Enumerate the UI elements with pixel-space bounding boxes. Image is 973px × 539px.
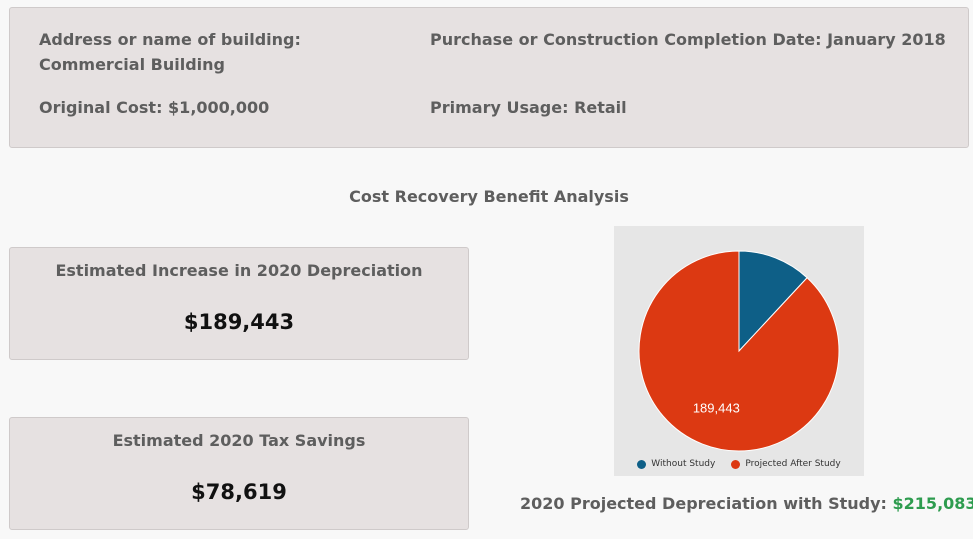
depreciation-pie-chart: 189,443 Without Study Projected After Stu…	[614, 226, 864, 476]
purchase-date-field: Purchase or Construction Completion Date…	[430, 27, 946, 52]
legend-item-projected-after-study[interactable]: Projected After Study	[731, 459, 841, 469]
pie-slice-projected-after-study[interactable]	[638, 250, 840, 452]
purchase-date-value: January 2018	[827, 30, 946, 49]
legend-label: Projected After Study	[745, 459, 841, 469]
projected-depreciation-label: 2020 Projected Depreciation with Study:	[520, 494, 887, 513]
purchase-date-label: Purchase or Construction Completion Date…	[430, 30, 822, 49]
depreciation-increase-card: Estimated Increase in 2020 Depreciation …	[9, 247, 469, 360]
address-label: Address or name of building:	[39, 30, 301, 49]
depreciation-increase-value: $189,443	[183, 310, 295, 334]
address-field: Address or name of building: Commercial …	[39, 27, 301, 77]
section-title: Cost Recovery Benefit Analysis	[349, 187, 629, 206]
tax-savings-value: $78,619	[191, 480, 287, 504]
primary-usage-value: Retail	[574, 98, 627, 117]
pie-svg: 189,443	[638, 250, 840, 452]
tax-savings-card: Estimated 2020 Tax Savings $78,619	[9, 417, 469, 530]
primary-usage-field: Primary Usage: Retail	[430, 95, 627, 120]
original-cost-label: Original Cost:	[39, 98, 163, 117]
pie-data-label: 189,443	[693, 401, 740, 416]
primary-usage-label: Primary Usage:	[430, 98, 569, 117]
tax-savings-label: Estimated 2020 Tax Savings	[112, 431, 366, 450]
address-value: Commercial Building	[39, 55, 225, 74]
legend-label: Without Study	[651, 459, 716, 469]
depreciation-increase-label: Estimated Increase in 2020 Depreciation	[55, 261, 423, 280]
pie-slice-without-study[interactable]	[738, 250, 808, 353]
legend-marker	[731, 459, 741, 469]
chart-legend: Without Study Projected After Study	[614, 459, 864, 469]
original-cost-field: Original Cost: $1,000,000	[39, 95, 269, 120]
original-cost-value: $1,000,000	[168, 98, 270, 117]
projected-depreciation-value: $215,083	[892, 494, 973, 513]
building-info-panel: Address or name of building: Commercial …	[9, 7, 969, 148]
projected-depreciation: 2020 Projected Depreciation with Study: …	[520, 494, 973, 513]
legend-marker	[637, 459, 647, 469]
legend-item-without-study[interactable]: Without Study	[637, 459, 715, 469]
